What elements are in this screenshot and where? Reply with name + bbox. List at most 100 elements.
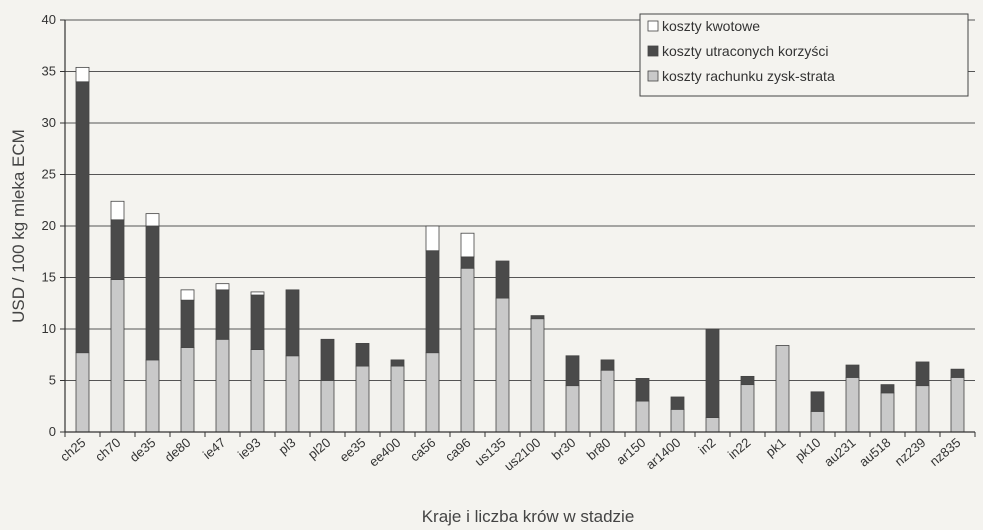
legend-swatch	[647, 70, 659, 82]
bar-segment-ca56-s0	[425, 352, 440, 433]
bar-segment-au231-s1	[845, 364, 860, 378]
bar-segment-ch25-s1	[75, 81, 90, 354]
bar-segment-ca56-s2	[425, 225, 440, 252]
bar-segment-in2-s1	[705, 328, 720, 418]
x-tick-label: ch70	[92, 435, 123, 465]
bar-segment-ch25-s2	[75, 66, 90, 83]
y-tick-labels: 0 5 10 15 20 25 30 35 40	[42, 12, 56, 439]
bar-segment-ar1400-s1	[670, 396, 685, 410]
bar-segment-in2-s0	[705, 417, 720, 433]
bar-segment-pk10-s1	[810, 391, 825, 412]
y-tick-label: 40	[42, 12, 56, 27]
bar-segment-pl20-s0	[320, 380, 335, 433]
x-tick-label: br30	[549, 435, 579, 463]
bar-segment-ch70-s2	[110, 200, 125, 221]
y-tick-label: 20	[42, 218, 56, 233]
bars	[75, 66, 965, 433]
bar-segment-de35-s0	[145, 359, 160, 433]
bar-segment-br80-s0	[600, 369, 615, 433]
bar-segment-au518-s1	[880, 384, 895, 394]
legend-label: koszty kwotowe	[662, 18, 760, 34]
x-tick-label: pk1	[763, 435, 789, 460]
bar-segment-br80-s1	[600, 359, 615, 371]
bar-segment-de35-s1	[145, 225, 160, 361]
x-tick-label: ca96	[442, 435, 473, 465]
y-axis-title: USD / 100 kg mleka ECM	[9, 129, 28, 323]
bar-segment-ee400-s1	[390, 359, 405, 367]
y-tick-label: 30	[42, 115, 56, 130]
x-tick-labels: ch25 ch70 de35 de80 ie47 ie93 pl3 pl20 ee35ee400…	[57, 435, 963, 474]
bar-segment-au518-s0	[880, 392, 895, 433]
bar-segment-ca96-s0	[460, 267, 475, 433]
bar-segment-ar1400-s0	[670, 408, 685, 433]
bar-segment-ca56-s1	[425, 250, 440, 354]
bar-segment-au231-s0	[845, 377, 860, 433]
x-tick-label: br80	[584, 435, 614, 463]
bar-segment-us135-s0	[495, 297, 510, 433]
legend-swatch	[647, 20, 659, 32]
bar-segment-in22-s1	[740, 375, 755, 386]
y-tick-label: 0	[49, 424, 56, 439]
bar-segment-ie47-s1	[215, 289, 230, 340]
y-tick-label: 5	[49, 373, 56, 388]
bar-segment-ie93-s0	[250, 349, 265, 433]
bar-segment-de80-s0	[180, 347, 195, 433]
x-tick-label: nz239	[892, 435, 929, 469]
bar-segment-nz835-s1	[950, 368, 965, 378]
legend-swatch	[647, 45, 659, 57]
y-tick-label: 10	[42, 321, 56, 336]
bar-segment-ca96-s1	[460, 256, 475, 269]
bar-segment-nz239-s0	[915, 385, 930, 433]
bar-segment-de35-s2	[145, 213, 160, 227]
bar-segment-de80-s2	[180, 289, 195, 301]
x-tick-label: pl20	[305, 435, 333, 462]
bar-segment-pl20-s1	[320, 338, 335, 381]
x-tick-label: de35	[127, 435, 159, 465]
x-tick-label: us2100	[501, 435, 543, 474]
bar-segment-pl3-s0	[285, 355, 300, 433]
legend-label: koszty utraconych korzyści	[662, 43, 829, 59]
bar-segment-us2100-s0	[530, 318, 545, 433]
x-tick-label: in2	[695, 435, 718, 458]
axes	[60, 19, 976, 437]
bar-segment-in22-s0	[740, 384, 755, 433]
x-axis-title: Kraje i liczba krów w stadzie	[422, 507, 635, 526]
x-tick-label: au518	[856, 435, 893, 470]
x-tick-label: ch25	[57, 435, 88, 465]
bar-segment-ee35-s0	[355, 365, 370, 433]
bar-segment-pl3-s1	[285, 289, 300, 357]
x-tick-label: pk10	[792, 435, 823, 465]
legend: koszty kwotowe koszty utraconych korzyści…	[639, 13, 969, 97]
x-tick-label: de80	[162, 435, 194, 465]
bar-segment-ch25-s0	[75, 352, 90, 433]
y-tick-label: 35	[42, 64, 56, 79]
bar-segment-ie47-s2	[215, 283, 230, 291]
bar-segment-ee35-s1	[355, 343, 370, 367]
bar-segment-ee400-s0	[390, 365, 405, 433]
bar-segment-ch70-s1	[110, 219, 125, 280]
x-tick-label: ar1400	[643, 435, 684, 473]
bar-segment-nz239-s1	[915, 361, 930, 387]
bar-segment-pk1-s0	[775, 345, 790, 433]
x-tick-label: ee35	[337, 435, 369, 465]
bar-segment-pk10-s0	[810, 410, 825, 433]
bar-segment-ar150-s0	[635, 400, 650, 433]
bar-segment-ar150-s1	[635, 378, 650, 402]
bar-segment-br30-s1	[565, 355, 580, 387]
legend-label: koszty rachunku zysk-strata	[662, 68, 835, 84]
bar-segment-br30-s0	[565, 385, 580, 433]
bar-segment-us2100-s1	[530, 315, 545, 320]
bar-segment-ie93-s1	[250, 294, 265, 351]
y-tick-label: 15	[42, 270, 56, 285]
x-tick-label: pl3	[275, 435, 298, 458]
bar-segment-ca96-s2	[460, 232, 475, 258]
bar-segment-ie93-s2	[250, 291, 265, 296]
bar-segment-ch70-s0	[110, 279, 125, 433]
bar-segment-ie47-s0	[215, 338, 230, 433]
x-tick-label: ca56	[407, 435, 438, 465]
x-tick-label: au231	[821, 435, 858, 470]
x-tick-label: ee400	[366, 435, 403, 470]
legend-box	[639, 13, 969, 97]
x-tick-label: ie93	[235, 435, 263, 462]
